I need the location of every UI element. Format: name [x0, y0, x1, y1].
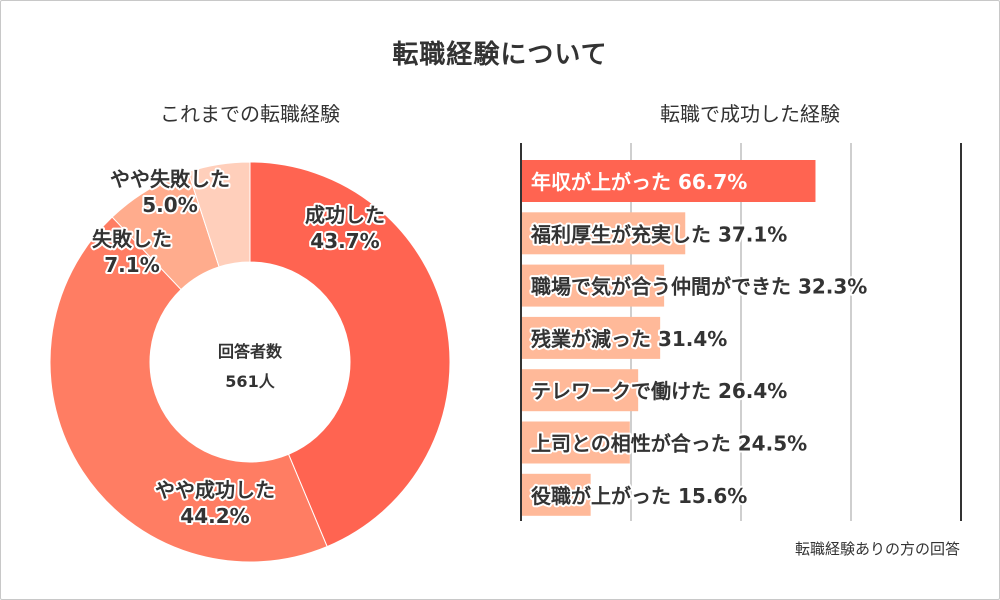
bar-label-7: 役職が上がった 15.6%: [531, 484, 747, 508]
center-value: 561人: [225, 372, 275, 391]
bar-7: [522, 473, 591, 516]
bar-label-4: 残業が減った 31.4%: [531, 327, 727, 351]
label-failure-name: 失敗した: [92, 227, 172, 251]
bar-3: [522, 264, 665, 307]
donut-chart-title: これまでの転職経験: [160, 102, 340, 126]
bar-4: [522, 316, 661, 359]
label-success-name: 成功した: [305, 203, 385, 227]
bar-6: [522, 421, 630, 464]
donut-slices: [49, 161, 451, 563]
bar-label-6: 上司との相性が合った 24.5%: [531, 432, 807, 456]
label-somewhat-success-name: やや成功した: [155, 478, 275, 502]
footnote: 転職経験ありの方の回答: [794, 540, 960, 558]
bar-rects: [522, 160, 816, 516]
bar-1: [522, 160, 816, 202]
slice-somewhat-failure: [187, 161, 251, 268]
slice-success: [249, 161, 451, 548]
bar-label-1: 年収が上がった 66.7%: [531, 170, 747, 194]
label-somewhat-success-value: 44.2%: [180, 504, 249, 528]
center-label: 回答者数: [218, 342, 283, 361]
bar-5: [522, 369, 639, 412]
label-somewhat-failure-value: 5.0%: [142, 193, 197, 217]
bar-labels: 年収が上がった 66.7% 福利厚生が充実した 37.1% 職場で気が合う仲間ができ…: [528, 170, 869, 510]
bar-label-2: 福利厚生が充実した 37.1%: [530, 222, 787, 246]
label-success-value: 43.7%: [310, 229, 379, 253]
bar-label-3: 職場で気が合う仲間ができた 32.3%: [531, 275, 867, 299]
bar-label-5: テレワークで働けた 26.4%: [531, 379, 787, 403]
main-title: 転職経験について: [392, 40, 608, 70]
label-somewhat-failure-name: やや失敗した: [110, 167, 230, 191]
bar-2: [522, 212, 686, 255]
label-failure-value: 7.1%: [104, 253, 159, 277]
bar-chart-title: 転職で成功した経験: [660, 102, 840, 126]
slice-somewhat-success: [49, 216, 328, 563]
